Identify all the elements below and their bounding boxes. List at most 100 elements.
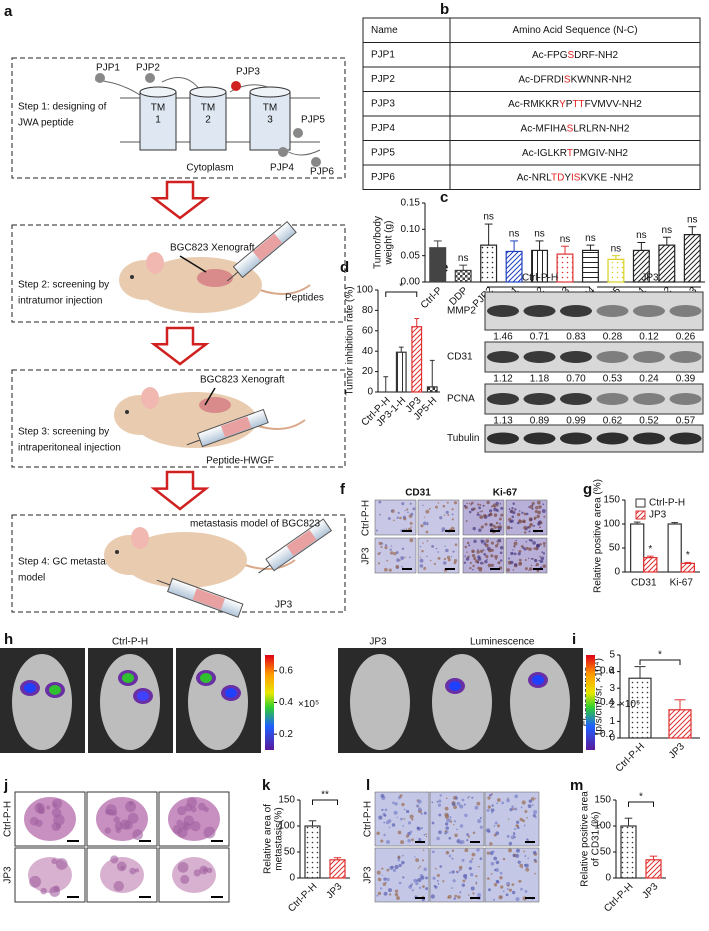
micrograph-texture <box>487 796 491 800</box>
micrograph-texture <box>388 568 392 572</box>
micrograph-texture <box>471 554 476 558</box>
micrograph-texture <box>433 562 436 565</box>
micrograph-texture <box>502 857 506 861</box>
micrograph-texture <box>401 502 405 506</box>
micrograph-texture <box>423 867 427 871</box>
micrograph-texture <box>491 811 494 814</box>
table-cell: PJP4 <box>371 123 395 134</box>
significance-bracket <box>385 291 418 297</box>
micrograph-texture <box>543 515 546 518</box>
micrograph-texture <box>471 857 474 860</box>
luminescence <box>200 673 212 683</box>
step-text: JWA peptide <box>18 118 74 129</box>
micrograph-texture <box>532 524 536 527</box>
micrograph-texture <box>381 867 384 870</box>
micrograph-texture <box>511 805 514 809</box>
x-tick-label: Ki-67 <box>670 578 694 589</box>
micrograph-texture <box>419 556 422 559</box>
colorbar-tick-label: 0.4 <box>600 697 614 708</box>
micrograph-texture <box>419 558 424 563</box>
micrograph-texture <box>451 508 454 511</box>
micrograph-texture <box>468 866 472 871</box>
micrograph-texture <box>425 876 429 880</box>
micrograph-texture <box>411 882 414 885</box>
micrograph-texture <box>464 813 468 818</box>
micrograph-texture <box>437 803 442 807</box>
micrograph-texture <box>524 854 527 858</box>
micrograph-texture <box>425 835 428 838</box>
y-tick-label: 150 <box>278 795 295 806</box>
micrograph-texture <box>471 501 474 505</box>
colorbar-tick-label: 0.6 <box>600 665 614 676</box>
micrograph-texture <box>445 797 448 800</box>
micrograph-texture <box>499 871 503 875</box>
micrograph-texture <box>483 513 487 518</box>
colorbar-title: Luminescence <box>470 637 535 648</box>
micrograph-texture <box>431 544 435 548</box>
micrograph-texture <box>518 558 522 562</box>
annotation: ns <box>687 214 698 225</box>
group-label: JP3 <box>369 637 387 648</box>
micrograph-texture <box>499 551 503 555</box>
label: TM <box>263 103 277 114</box>
x-tick-label: CD31 <box>631 578 657 589</box>
micrograph-texture <box>435 547 438 550</box>
micrograph-texture <box>477 511 480 514</box>
micrograph-texture <box>524 863 529 868</box>
micrograph-texture <box>505 893 509 897</box>
micrograph-texture <box>426 555 428 558</box>
band-quant: 0.24 <box>639 374 659 385</box>
residue <box>145 73 155 83</box>
blot-band <box>633 432 665 445</box>
micrograph-texture <box>480 561 484 565</box>
micrograph-texture <box>484 522 488 526</box>
micrograph-texture <box>538 505 542 509</box>
protein-label: CD31 <box>447 352 473 363</box>
label: 3 <box>267 115 273 126</box>
panel-label: f <box>340 481 346 498</box>
micrograph-texture <box>466 833 469 836</box>
annotation: ns <box>585 233 596 244</box>
micrograph-texture <box>517 552 521 556</box>
micrograph-texture <box>477 555 481 559</box>
micrograph-texture <box>524 567 528 571</box>
micrograph-texture <box>487 888 491 892</box>
micrograph-texture <box>536 500 541 505</box>
micrograph-texture <box>530 797 535 801</box>
micrograph-texture <box>435 505 439 509</box>
micrograph-texture <box>409 814 414 819</box>
micrograph-texture <box>452 879 456 883</box>
micrograph-texture <box>468 544 471 547</box>
tissue-texture <box>113 880 124 892</box>
micrograph-texture <box>453 897 456 900</box>
label: PJP4 <box>270 163 294 174</box>
micrograph-texture <box>490 873 493 875</box>
y-tick-label: 0.05 <box>401 250 421 261</box>
micrograph-texture <box>475 559 479 564</box>
micrograph-texture <box>470 886 475 891</box>
blot-band <box>560 393 592 405</box>
tissue-texture <box>186 797 197 808</box>
label: PJP3 <box>236 67 260 78</box>
micrograph-texture <box>471 852 476 857</box>
micrograph-texture <box>507 818 510 820</box>
micrograph-texture <box>486 500 490 505</box>
bar <box>643 556 658 573</box>
micrograph-texture <box>426 521 429 524</box>
micrograph-texture <box>541 551 544 554</box>
micrograph-texture <box>522 520 524 523</box>
micrograph-texture <box>380 793 385 798</box>
micrograph-texture <box>513 552 517 556</box>
sequence: Ac-RMKKRYPTTFVMVV-NH2 <box>508 98 642 109</box>
micrograph-texture <box>443 561 447 565</box>
micrograph-texture <box>464 848 469 853</box>
micrograph-texture <box>420 524 424 528</box>
micrograph-texture <box>421 549 424 553</box>
micrograph-texture <box>485 539 490 543</box>
tissue-texture <box>125 801 137 813</box>
micrograph-texture <box>411 889 414 892</box>
y-axis-label: (p/s/cm²/sr, ×10⁴) <box>594 658 605 735</box>
micrograph-texture <box>393 519 395 522</box>
step-text: Step 4: GC metastasis <box>18 557 118 568</box>
micrograph-texture <box>386 840 390 844</box>
